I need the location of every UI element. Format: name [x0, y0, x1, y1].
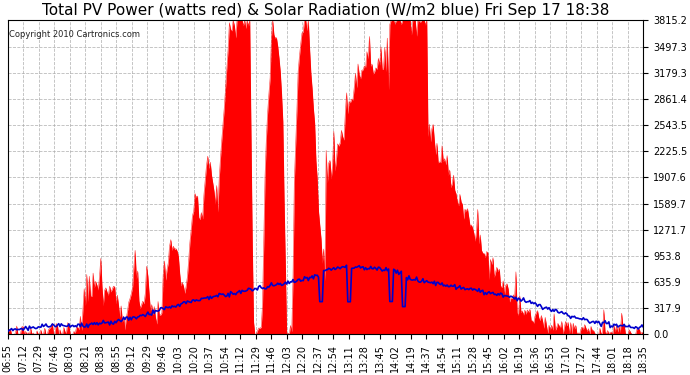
Text: Copyright 2010 Cartronics.com: Copyright 2010 Cartronics.com — [9, 30, 140, 39]
Title: Total PV Power (watts red) & Solar Radiation (W/m2 blue) Fri Sep 17 18:38: Total PV Power (watts red) & Solar Radia… — [42, 3, 609, 18]
